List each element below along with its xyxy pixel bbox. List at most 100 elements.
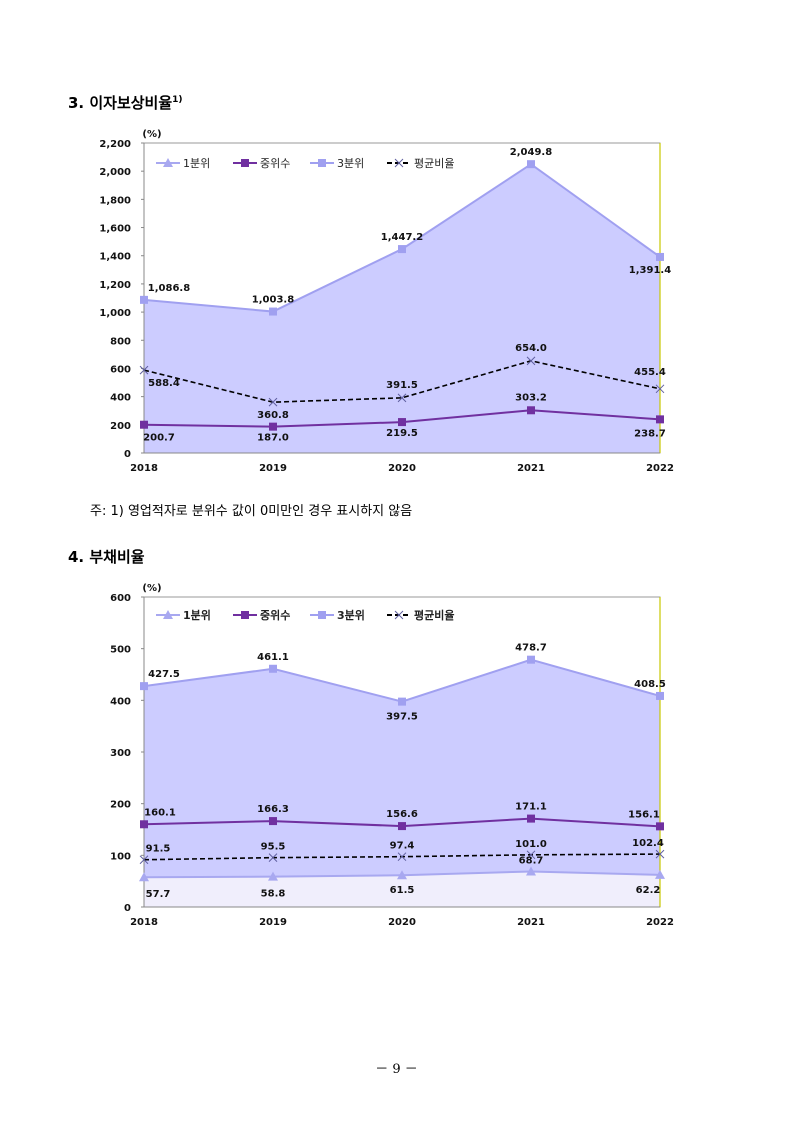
data-label: 238.7 bbox=[634, 428, 666, 439]
heading-text: 3. 이자보상비율 bbox=[68, 94, 173, 112]
data-label: 102.4 bbox=[632, 838, 664, 849]
data-label: 57.7 bbox=[146, 889, 171, 900]
legend-marker-3 bbox=[394, 610, 404, 620]
area-fill-q3 bbox=[144, 164, 660, 453]
section-heading-interest-coverage: 3. 이자보상비율1) bbox=[68, 92, 183, 113]
y-tick-label: 1,600 bbox=[99, 224, 131, 235]
data-label: 187.0 bbox=[257, 433, 289, 444]
data-label: 391.5 bbox=[386, 380, 418, 391]
legend-marker-3 bbox=[394, 158, 404, 168]
y-tick-label: 200 bbox=[110, 421, 131, 432]
data-label: 62.2 bbox=[636, 885, 661, 896]
x-tick-label: 2019 bbox=[259, 463, 287, 474]
data-point bbox=[398, 822, 406, 831]
data-point bbox=[397, 852, 407, 862]
data-label: 156.1 bbox=[628, 809, 660, 820]
page-number: － 9 － bbox=[375, 1062, 418, 1077]
data-label: 360.8 bbox=[257, 410, 289, 421]
data-label: 68.7 bbox=[519, 856, 544, 867]
legend-entry: 중위수 bbox=[260, 609, 290, 622]
data-label: 461.1 bbox=[257, 652, 289, 663]
y-tick-label: 600 bbox=[110, 593, 131, 604]
data-label: 1,086.8 bbox=[148, 283, 190, 294]
data-label: 2,049.8 bbox=[510, 147, 552, 158]
data-point bbox=[398, 697, 406, 706]
x-tick-label: 2022 bbox=[646, 463, 674, 474]
y-tick-label: 1,200 bbox=[99, 280, 131, 291]
data-point bbox=[526, 850, 536, 860]
data-point bbox=[526, 356, 536, 366]
x-tick-label: 2018 bbox=[130, 463, 158, 474]
data-point bbox=[140, 682, 148, 691]
data-label: 1,447.2 bbox=[381, 232, 423, 243]
y-unit-label: (%) bbox=[142, 583, 161, 594]
data-point bbox=[140, 420, 148, 429]
data-point bbox=[656, 691, 664, 700]
data-point bbox=[398, 245, 406, 254]
y-tick-label: 0 bbox=[124, 903, 131, 914]
data-point bbox=[268, 871, 278, 881]
y-tick-label: 400 bbox=[110, 696, 131, 707]
data-label: 166.3 bbox=[257, 804, 289, 815]
data-label: 95.5 bbox=[261, 842, 286, 853]
legend-entry: 3분위 bbox=[337, 157, 364, 170]
legend-marker-2 bbox=[318, 611, 326, 619]
data-point bbox=[269, 664, 277, 673]
data-point bbox=[655, 869, 665, 879]
data-point bbox=[397, 393, 407, 403]
data-point bbox=[527, 160, 535, 169]
x-tick-label: 2019 bbox=[259, 917, 287, 928]
footnote: 주: 1) 영업적자로 분위수 값이 0미만인 경우 표시하지 않음 bbox=[90, 504, 413, 519]
data-point bbox=[656, 415, 664, 424]
section-heading-debt-ratio: 4. 부채비율 bbox=[68, 548, 145, 566]
series-line-평균비율 bbox=[143, 360, 661, 403]
y-tick-label: 800 bbox=[110, 336, 131, 347]
legend-marker-0 bbox=[163, 610, 173, 619]
y-tick-label: 400 bbox=[110, 393, 131, 404]
data-label: 1,391.4 bbox=[629, 265, 671, 276]
data-label: 58.8 bbox=[261, 889, 286, 900]
data-point bbox=[269, 817, 277, 826]
legend-marker-1 bbox=[241, 611, 249, 619]
y-unit-label: (%) bbox=[142, 129, 161, 140]
data-point bbox=[655, 384, 665, 394]
y-tick-label: 2,200 bbox=[99, 139, 131, 150]
legend-entry: 3분위 bbox=[337, 609, 365, 622]
data-point bbox=[139, 365, 149, 375]
y-tick-label: 100 bbox=[110, 851, 131, 862]
data-point bbox=[140, 295, 148, 304]
data-point bbox=[527, 814, 535, 823]
y-tick-label: 2,000 bbox=[99, 167, 131, 178]
data-label: 588.4 bbox=[148, 378, 180, 389]
data-point bbox=[139, 855, 149, 865]
y-tick-label: 200 bbox=[110, 800, 131, 811]
data-point bbox=[656, 822, 664, 831]
data-point bbox=[269, 307, 277, 316]
legend-entry: 평균비율 bbox=[414, 608, 454, 622]
x-tick-label: 2020 bbox=[388, 463, 416, 474]
data-label: 101.0 bbox=[515, 839, 547, 850]
x-tick-label: 2021 bbox=[517, 463, 545, 474]
data-point bbox=[656, 252, 664, 261]
data-label: 397.5 bbox=[386, 712, 418, 723]
data-label: 171.1 bbox=[515, 802, 547, 813]
legend-entry: 1분위 bbox=[183, 157, 210, 170]
data-label: 156.6 bbox=[386, 809, 418, 820]
data-point bbox=[139, 872, 149, 882]
data-point bbox=[527, 655, 535, 664]
y-tick-label: 300 bbox=[110, 748, 131, 759]
legend-marker-2 bbox=[318, 159, 326, 167]
data-label: 91.5 bbox=[146, 844, 171, 855]
footnote-marker: 1) bbox=[172, 95, 183, 105]
data-point bbox=[655, 849, 665, 859]
legend-marker-0 bbox=[163, 158, 173, 167]
data-point bbox=[268, 853, 278, 863]
data-label: 1,003.8 bbox=[252, 295, 294, 306]
data-point bbox=[398, 418, 406, 427]
legend-marker-1 bbox=[241, 159, 249, 167]
data-label: 97.4 bbox=[390, 841, 415, 852]
data-point bbox=[269, 422, 277, 431]
data-point bbox=[140, 820, 148, 829]
data-point bbox=[397, 870, 407, 880]
